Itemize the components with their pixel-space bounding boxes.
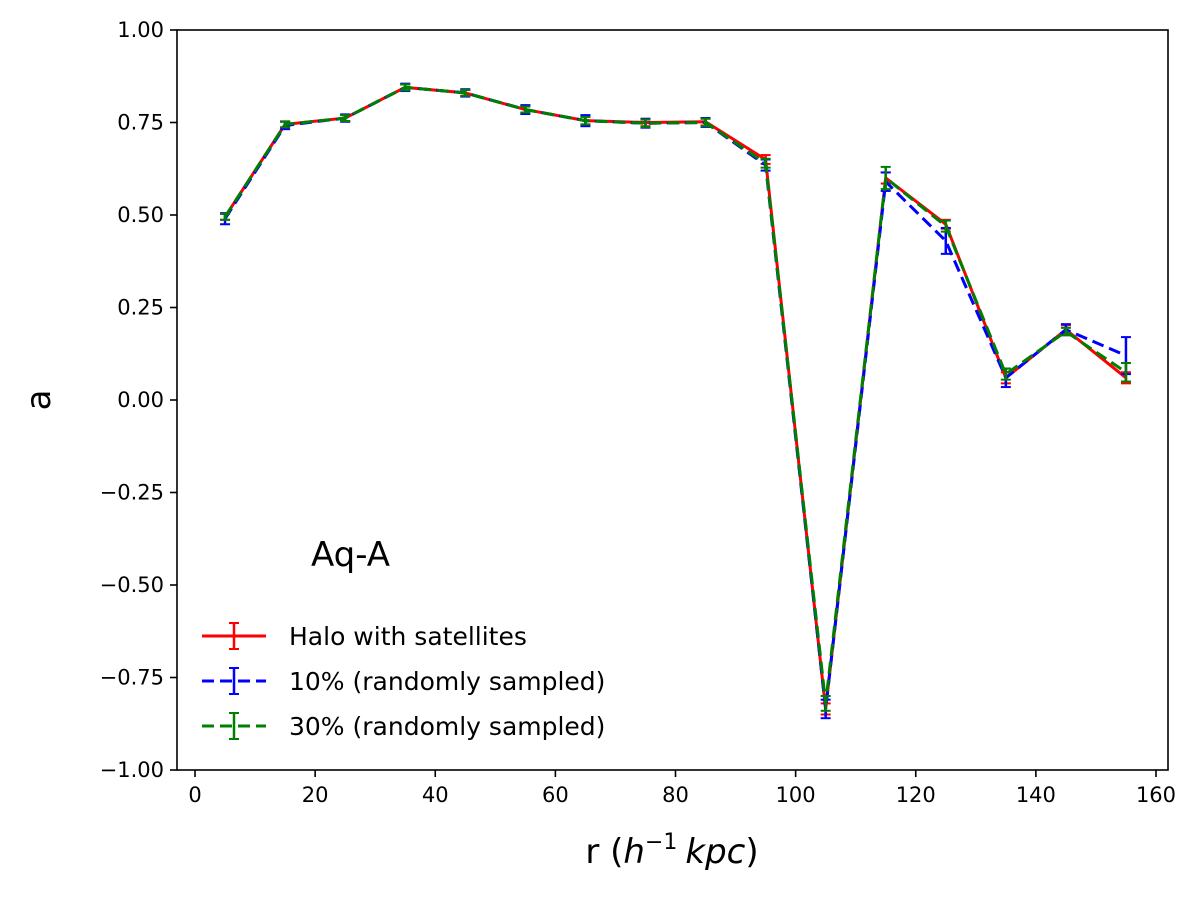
x-tick-label: 20	[302, 783, 329, 807]
data-point	[400, 83, 411, 92]
data-point	[1120, 362, 1131, 383]
y-tick-label: 0.00	[117, 388, 164, 412]
data-point	[700, 117, 711, 128]
legend-label: 30% (randomly sampled)	[289, 712, 605, 741]
data-point	[940, 219, 951, 233]
x-tick-label: 0	[188, 783, 201, 807]
legend: Halo with satellites 10% (randomly sample…	[188, 612, 688, 752]
data-point	[1000, 367, 1011, 381]
y-tick-label: 0.50	[117, 203, 164, 227]
data-point	[520, 105, 531, 114]
annotation-label: Aq-A	[311, 535, 390, 575]
series-line	[223, 85, 1127, 705]
x-tick-label: 40	[422, 783, 449, 807]
x-axis-label: r (h−1 kpc)	[585, 830, 758, 872]
ticks-layer: 0 20 40 60 80 100 120 140 160 −1.00 −0.75 −0.50 −0.2…	[100, 18, 1176, 807]
data-point	[460, 88, 471, 97]
data-point	[580, 115, 591, 126]
data-point	[220, 212, 231, 221]
y-tick-label: −0.50	[100, 573, 164, 597]
y-tick-label: −0.75	[100, 666, 164, 690]
data-point	[340, 114, 351, 123]
x-tick-label: 60	[542, 783, 569, 807]
data-point	[640, 118, 651, 128]
y-tick-label: 0.75	[117, 111, 164, 135]
legend-label: Halo with satellites	[289, 622, 527, 651]
x-tick-label: 120	[896, 783, 936, 807]
x-tick-label: 100	[776, 783, 816, 807]
y-tick-label: −1.00	[100, 758, 164, 782]
x-tick-label: 160	[1136, 783, 1176, 807]
y-tick-label: −0.25	[100, 481, 164, 505]
series-3	[220, 83, 1131, 712]
data-point	[1060, 326, 1071, 337]
data-point	[280, 120, 291, 129]
y-tick-label: 0.25	[117, 296, 164, 320]
data-point	[760, 157, 771, 169]
series-layer	[220, 82, 1131, 720]
y-axis-label: a	[19, 390, 59, 411]
data-point	[880, 165, 891, 191]
x-tick-label: 140	[1016, 783, 1056, 807]
legend-frame	[188, 612, 688, 752]
x-tick-label: 80	[662, 783, 689, 807]
legend-entry-2: 10% (randomly sampled)	[202, 667, 605, 696]
y-tick-label: 1.00	[117, 18, 164, 42]
legend-label: 10% (randomly sampled)	[289, 667, 605, 696]
legend-entry-3: 30% (randomly sampled)	[202, 712, 605, 741]
data-point	[820, 695, 831, 712]
legend-entries: Halo with satellites 10% (randomly sample…	[202, 622, 605, 741]
legend-entry-1: Halo with satellites	[202, 622, 527, 651]
